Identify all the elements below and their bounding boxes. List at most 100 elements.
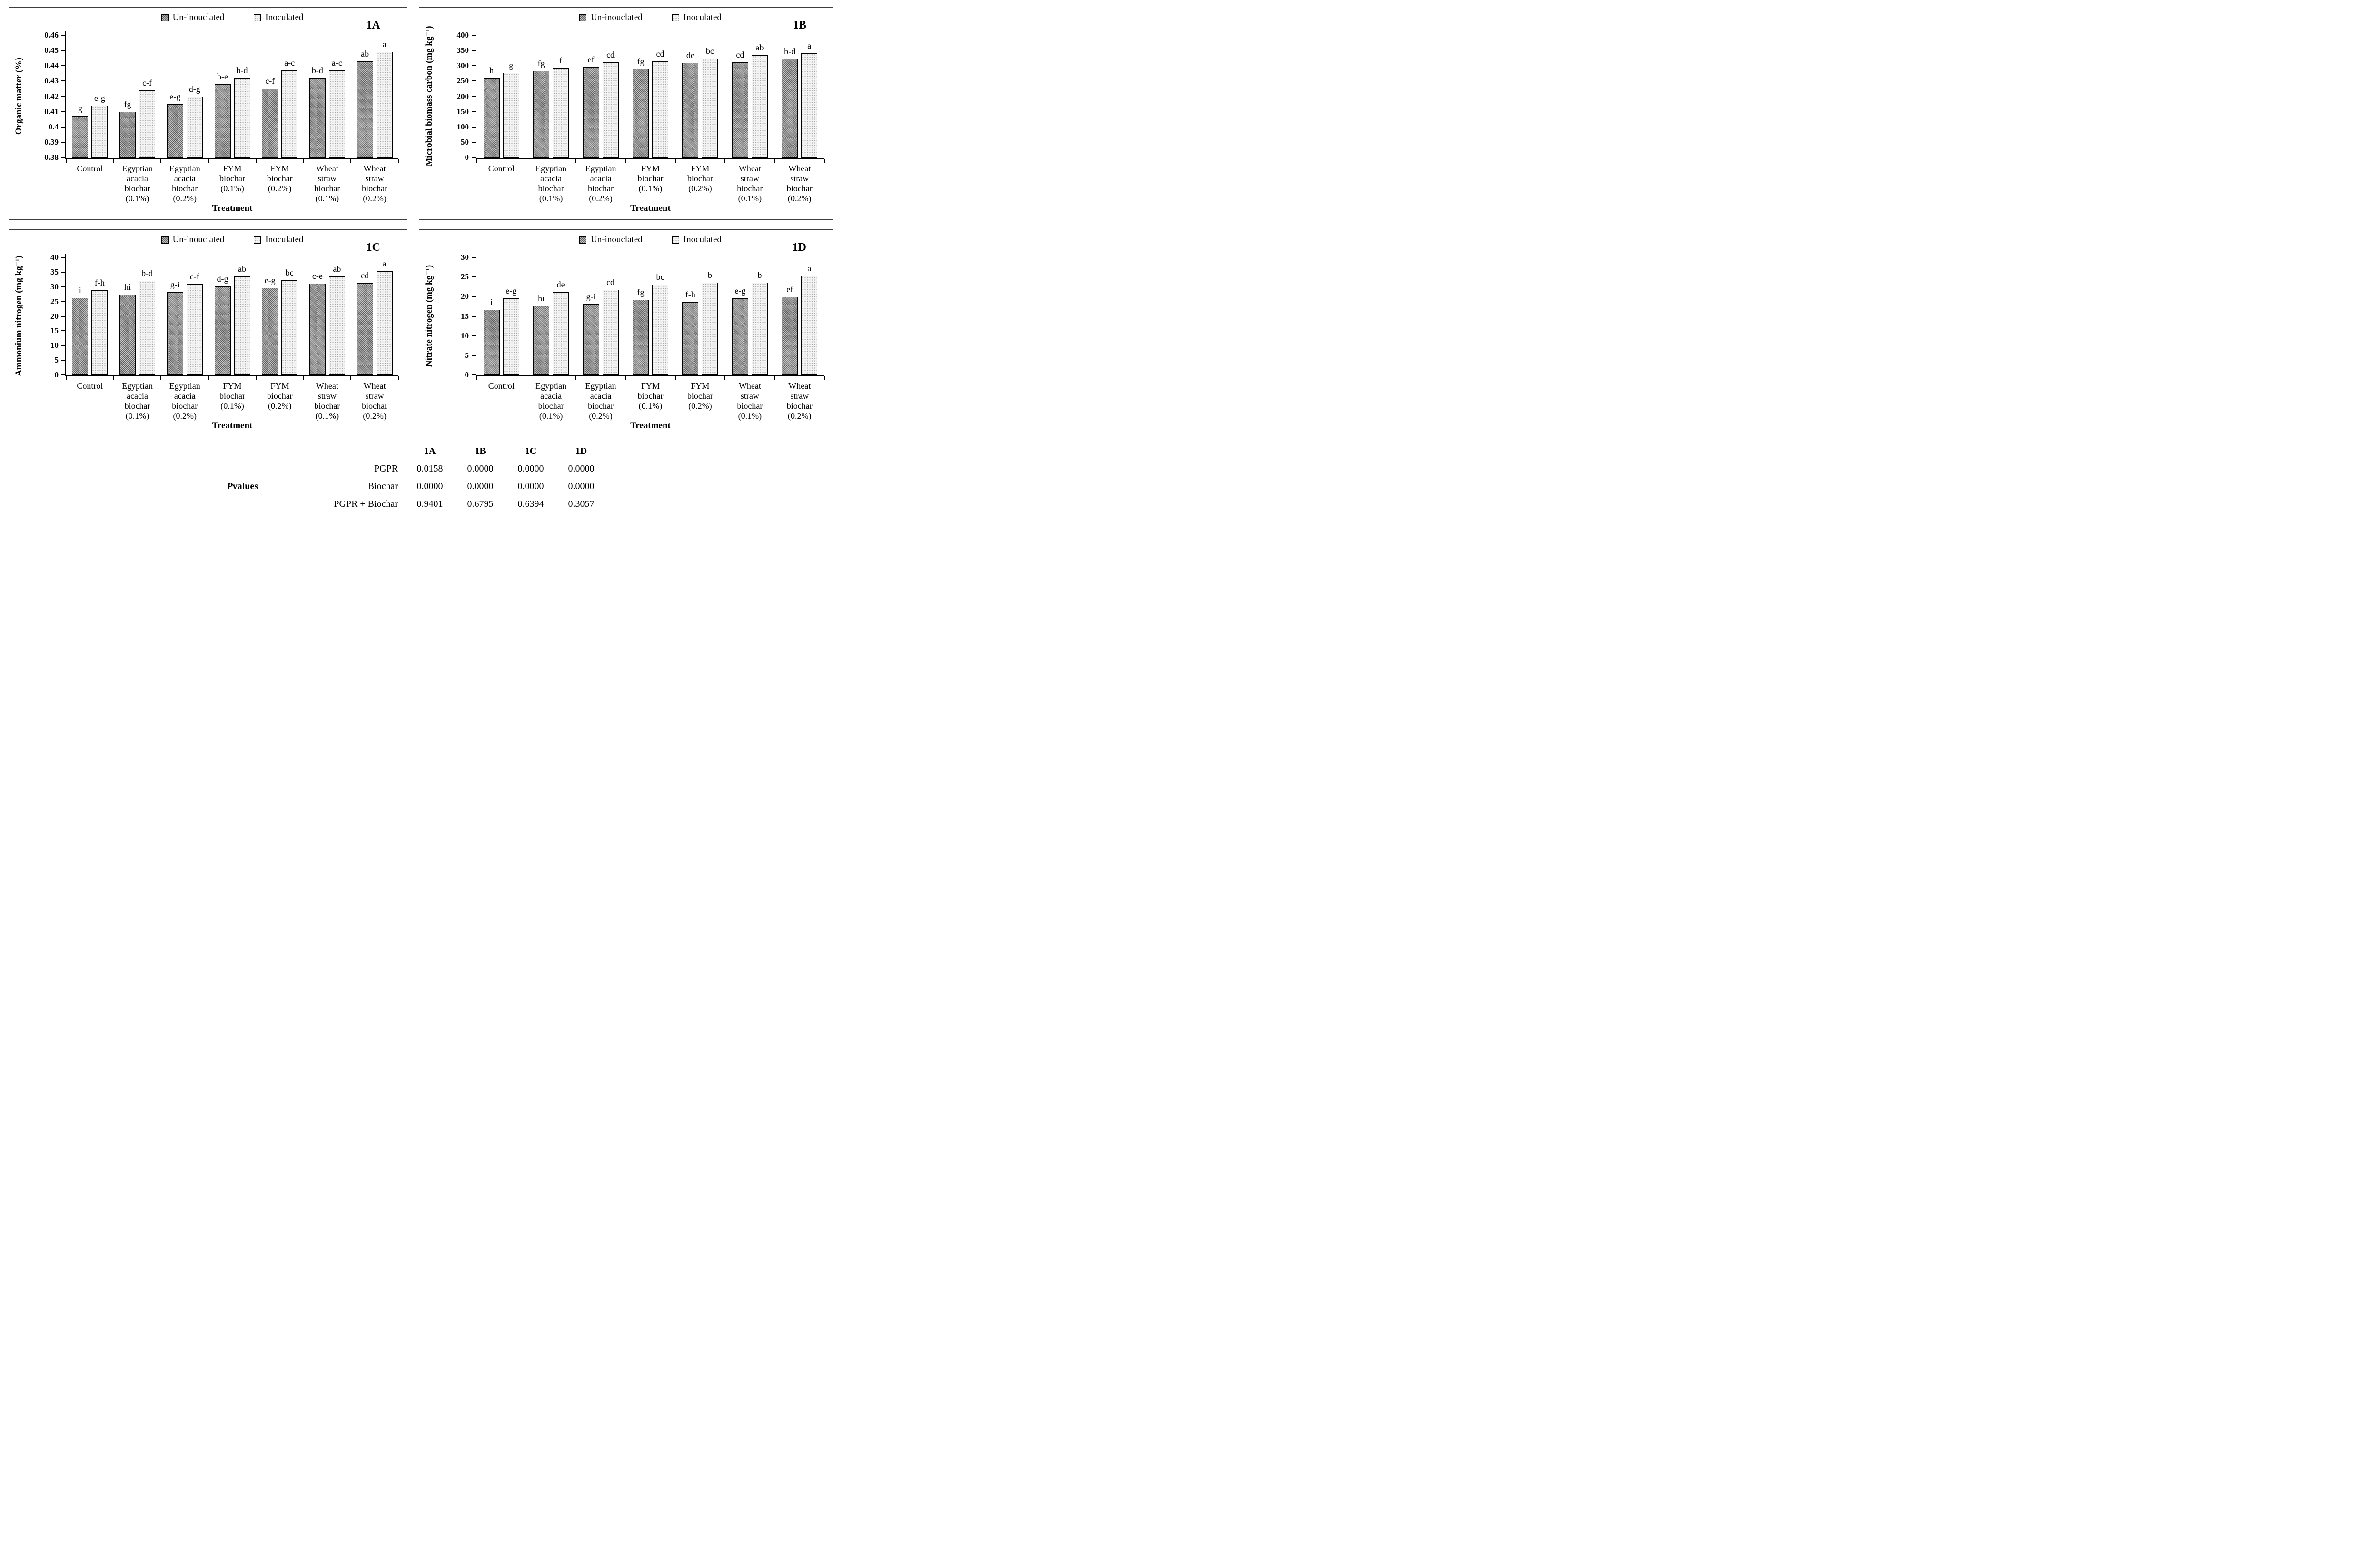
y-tick-label: 15 [50, 326, 59, 335]
significance-letter: de [686, 50, 694, 60]
bar-inoculated [234, 78, 250, 158]
significance-letter: ef [786, 285, 793, 295]
category-label: Control [77, 164, 103, 173]
legend: Un-inouclated Inoculated [66, 12, 398, 23]
significance-letter: ab [361, 49, 369, 59]
significance-letter: c-f [142, 78, 152, 88]
pvalues-col-header: 1C [525, 446, 537, 456]
y-tick-label: 40 [50, 253, 59, 262]
y-tick-label: 200 [456, 91, 469, 101]
x-axis-title: Treatment [630, 421, 671, 431]
significance-letter: a [382, 39, 387, 49]
y-tick [472, 80, 476, 82]
bar-uninoculated [782, 297, 798, 375]
pvalues-title: P values [190, 478, 267, 495]
x-tick [398, 159, 399, 163]
y-tick [472, 157, 476, 158]
significance-letter: a [807, 263, 812, 273]
y-tick [61, 330, 65, 332]
category-label: Egyptian acacia biochar (0.1%) [536, 381, 567, 421]
y-tick [472, 257, 476, 258]
x-tick [208, 376, 209, 380]
significance-letter: c-f [265, 76, 275, 86]
chart-panel-1a: Un-inouclated Inoculated 1A Organic matt… [9, 7, 407, 220]
bar-inoculated [91, 290, 108, 375]
bar-inoculated [139, 281, 156, 375]
significance-letter: d-g [217, 274, 228, 284]
bar-uninoculated [732, 62, 748, 158]
y-tick [472, 111, 476, 112]
pvalue-cell: 0.0000 [467, 481, 494, 492]
legend-label-inoculated: Inoculated [265, 235, 304, 245]
legend-label-inoculated: Inoculated [265, 12, 304, 22]
bar-uninoculated [309, 78, 326, 158]
y-tick-label: 10 [461, 331, 469, 340]
bar-inoculated [281, 70, 298, 158]
y-tick-label: 5 [54, 355, 59, 365]
significance-letter: ab [238, 264, 246, 274]
bar-inoculated [91, 105, 108, 158]
x-tick [774, 376, 775, 380]
significance-letter: e-g [264, 276, 276, 286]
bar-uninoculated [72, 297, 89, 375]
pvalues-title-rest: values [232, 481, 258, 492]
y-tick [61, 50, 65, 51]
bar-inoculated [503, 73, 519, 158]
x-tick [774, 159, 775, 163]
x-tick [303, 376, 304, 380]
bar-uninoculated [633, 69, 649, 158]
category-label: Egyptian acacia biochar (0.2%) [585, 381, 616, 421]
bar-uninoculated [214, 84, 231, 158]
bar-inoculated [751, 55, 768, 158]
x-tick [476, 159, 477, 163]
bar-inoculated [234, 276, 250, 375]
y-tick-label: 100 [456, 122, 469, 131]
bar-uninoculated [633, 299, 649, 375]
significance-letter: b-d [311, 65, 323, 75]
inoculated-swatch-icon [254, 236, 261, 244]
y-tick-label: 5 [465, 350, 469, 360]
y-tick [61, 271, 65, 273]
category-label: Egyptian acacia biochar (0.2%) [169, 381, 200, 421]
x-tick [113, 376, 114, 380]
y-tick [61, 286, 65, 287]
legend-item-inoculated: Inoculated [254, 235, 303, 245]
significance-letter: b [757, 270, 762, 280]
bar-inoculated [751, 282, 768, 375]
category-label: Control [488, 381, 515, 391]
category-label: FYM biochar (0.1%) [219, 164, 245, 193]
y-tick-label: 0 [465, 370, 469, 379]
y-tick [472, 296, 476, 297]
x-tick [674, 376, 676, 380]
chart-panel-1b: Un-inouclated Inoculated 1B Microbial bi… [419, 7, 833, 220]
y-tick-label: 0 [465, 153, 469, 162]
pvalue-cell: 0.0158 [416, 463, 443, 474]
significance-letter: e-g [506, 286, 517, 296]
panel-label: 1C [366, 241, 380, 254]
inoculated-swatch-icon [672, 236, 679, 244]
x-tick [160, 376, 162, 380]
panel-label: 1D [792, 241, 806, 254]
y-axis-line [65, 31, 66, 158]
category-label: Wheat straw biochar (0.1%) [314, 164, 340, 203]
uninoculated-swatch-icon [161, 236, 169, 244]
pvalue-cell: 0.3057 [568, 499, 595, 509]
y-tick [61, 35, 65, 36]
y-tick-label: 0.43 [44, 76, 59, 86]
y-tick-label: 25 [50, 296, 59, 306]
bar-uninoculated [72, 116, 89, 158]
y-tick [472, 126, 476, 128]
category-label: Egyptian acacia biochar (0.1%) [122, 381, 153, 421]
category-label: Wheat straw biochar (0.2%) [362, 381, 388, 421]
significance-letter: cd [656, 49, 664, 59]
legend-item-uninoculated: Un-inouclated [579, 12, 643, 23]
bar-uninoculated [167, 104, 183, 158]
legend-label-inoculated: Inoculated [683, 12, 722, 22]
x-tick [303, 159, 304, 163]
y-tick-label: 0.4 [48, 122, 59, 131]
x-tick [674, 159, 676, 163]
y-tick-label: 0.42 [44, 91, 59, 101]
category-label: FYM biochar (0.2%) [687, 164, 713, 193]
bar-uninoculated [533, 71, 550, 158]
bar-inoculated [328, 70, 345, 158]
